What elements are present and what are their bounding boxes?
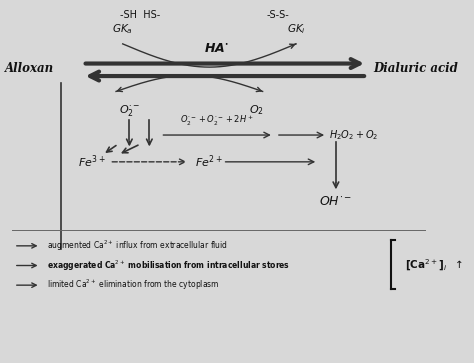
Text: -SH  HS-: -SH HS-	[120, 10, 161, 20]
Text: Dialuric acid: Dialuric acid	[374, 62, 458, 76]
Text: [Ca$^{2+}$]$_i$  $\uparrow$: [Ca$^{2+}$]$_i$ $\uparrow$	[405, 258, 463, 273]
Text: $H_2O_2 + O_2$: $H_2O_2 + O_2$	[329, 128, 378, 142]
Text: $O_2^{\cdot -}$: $O_2^{\cdot -}$	[119, 102, 140, 118]
Text: $Fe^{3+}$: $Fe^{3+}$	[78, 154, 106, 170]
Text: $Fe^{2+}$: $Fe^{2+}$	[195, 154, 223, 170]
Text: $O_2$: $O_2$	[248, 103, 264, 117]
Text: -S-S-: -S-S-	[267, 10, 290, 20]
Text: $GK_i$: $GK_i$	[286, 23, 305, 37]
Text: limited Ca$^{2+}$ elimination from the cytoplasm: limited Ca$^{2+}$ elimination from the c…	[47, 278, 219, 292]
Text: $GK_a$: $GK_a$	[112, 23, 133, 37]
Text: Alloxan: Alloxan	[5, 62, 54, 76]
Text: augmented Ca$^{2+}$ influx from extracellular fluid: augmented Ca$^{2+}$ influx from extracel…	[47, 238, 228, 253]
Text: exaggerated Ca$^{2+}$ mobilisation from intracellular stores: exaggerated Ca$^{2+}$ mobilisation from …	[47, 258, 291, 273]
Text: $OH^{\cdot -}$: $OH^{\cdot -}$	[319, 196, 352, 209]
Text: $\bfit{HA}^{\bfit{\cdot}}$: $\bfit{HA}^{\bfit{\cdot}}$	[204, 42, 228, 56]
Text: $O_2^{\cdot -} + O_2^{\cdot -} + 2H^+$: $O_2^{\cdot -} + O_2^{\cdot -} + 2H^+$	[180, 114, 254, 128]
